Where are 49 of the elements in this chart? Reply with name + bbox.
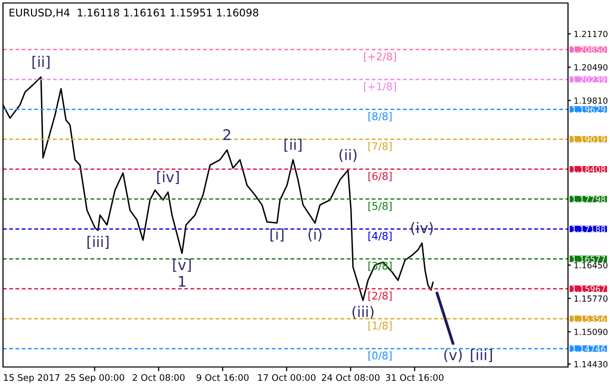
y-tick-label: 1.19810: [574, 97, 608, 104]
annotation: [1/8]: [368, 321, 392, 331]
annotation: [ii]: [32, 56, 50, 69]
x-tick-label: 9 Oct 16:00: [196, 374, 249, 381]
annotation: [4/8]: [368, 232, 392, 242]
x-tick-label: 25 Sep 00:00: [65, 374, 124, 383]
x-tick-label: 17 Oct 00:00: [258, 374, 316, 381]
annotation: [iv]: [157, 171, 179, 184]
ref-line-label: 1.20239: [572, 76, 606, 83]
text: 15 Sep 2017: [4, 374, 60, 383]
annotation: 2: [223, 129, 230, 140]
annotation: [v]: [173, 258, 191, 272]
y-tick-label: 1.20490: [574, 64, 608, 70]
ref-line-label: 1.17188: [572, 226, 606, 232]
annotation: [+1/8]: [364, 82, 396, 92]
y-tick-label: 1.14430: [574, 361, 608, 368]
chart-title: EURUSD,H4 1.16118 1.16161 1.15951 1.16098: [10, 8, 258, 18]
annotation: [5/8]: [368, 202, 392, 212]
ref-line-label: 1.15967: [572, 286, 606, 292]
y-tick-label: 1.15770: [574, 295, 608, 302]
annotation: [i]: [270, 228, 284, 242]
annotation: [6/8]: [368, 172, 392, 182]
x-tick-label: 2 Oct 08:00: [132, 374, 185, 381]
ref-line-label: 1.14746: [572, 346, 606, 352]
annotation: (v): [444, 349, 462, 362]
annotation: [ii]: [284, 138, 302, 152]
annotation: (ii): [340, 149, 356, 162]
x-tick-label: 24 Oct 08:00: [322, 374, 380, 381]
annotation: (i): [308, 228, 322, 242]
ref-line-label: 1.20850: [572, 46, 606, 53]
annotation: 1: [178, 276, 186, 287]
annotation: [7/8]: [368, 142, 392, 152]
x-tick-label: 31 Oct 16:00: [386, 374, 444, 381]
ref-line-label: 1.19629: [572, 106, 606, 113]
annotation: [2/8]: [368, 292, 392, 301]
y-tick-label: 1.21170: [574, 30, 608, 38]
ref-line-label: 1.18408: [572, 166, 606, 172]
annotation: (iii): [352, 306, 374, 319]
y-tick-label: 1.15090: [574, 328, 608, 336]
ref-line-label: 1.19019: [572, 136, 606, 143]
annotation: [+2/8]: [364, 52, 396, 62]
ref-line-label: 1.16577: [572, 256, 606, 262]
ref-line-label: 1.15356: [572, 316, 606, 322]
annotation: [8/8]: [368, 112, 392, 122]
y-tick-label: 1.16450: [574, 262, 608, 268]
ref-line-label: 1.17798: [572, 196, 606, 202]
annotation: [0/8]: [368, 351, 392, 361]
annotation: [iii]: [87, 236, 109, 249]
annotation: [iii]: [470, 349, 492, 362]
